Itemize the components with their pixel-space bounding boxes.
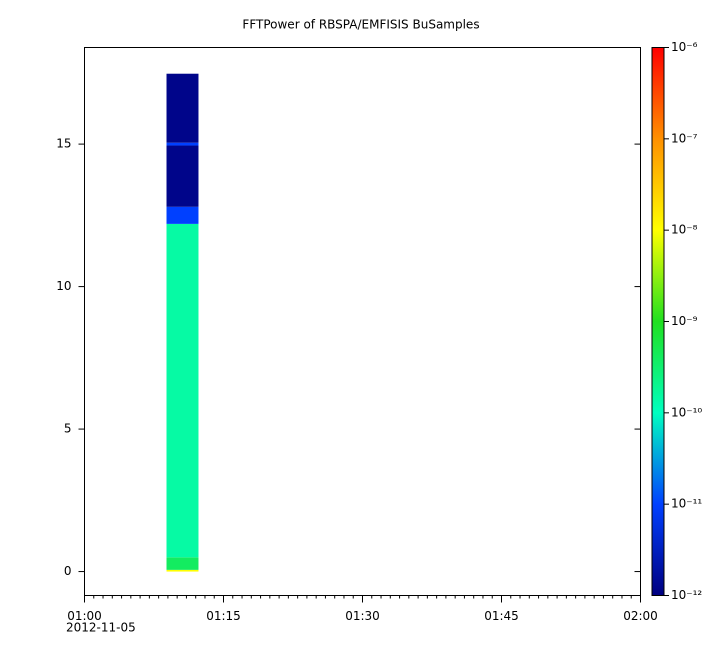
colorbar-tick-label: 10⁻¹²: [671, 588, 702, 602]
x-date-label: 2012-11-05: [66, 621, 136, 635]
colorbar-tick-label: 10⁻⁷: [671, 131, 698, 145]
spectrogram-cell: [166, 557, 199, 570]
spectrogram-cell: [166, 142, 199, 146]
x-tick-label: 01:45: [484, 609, 519, 623]
x-tick-label: 02:00: [623, 609, 658, 623]
y-tick-label: 15: [56, 137, 71, 151]
y-tick-label: 0: [64, 564, 72, 578]
colorbar: [651, 47, 665, 596]
y-tick-label: 5: [64, 422, 72, 436]
spectrogram-cell: [166, 206, 199, 224]
colorbar-tick-label: 10⁻⁸: [671, 223, 698, 237]
spectrogram-cell: [166, 145, 199, 207]
colorbar-tick-label: 10⁻¹⁰: [671, 405, 702, 419]
y-tick-label: 10: [56, 279, 71, 293]
spectrogram-cell: [166, 569, 199, 572]
spectrogram-cell: [166, 223, 199, 558]
spectrogram-cell: [166, 73, 199, 143]
x-tick-label: 01:15: [206, 609, 241, 623]
colorbar-tick-label: 10⁻⁶: [671, 40, 698, 54]
colorbar-tick-label: 10⁻⁹: [671, 314, 698, 328]
chart-title: FFTPower of RBSPA/EMFISIS BuSamples: [242, 18, 479, 32]
colorbar-tick-label: 10⁻¹¹: [671, 497, 702, 511]
x-tick-label: 01:30: [345, 609, 380, 623]
x-tick-label: 01:00: [67, 609, 102, 623]
